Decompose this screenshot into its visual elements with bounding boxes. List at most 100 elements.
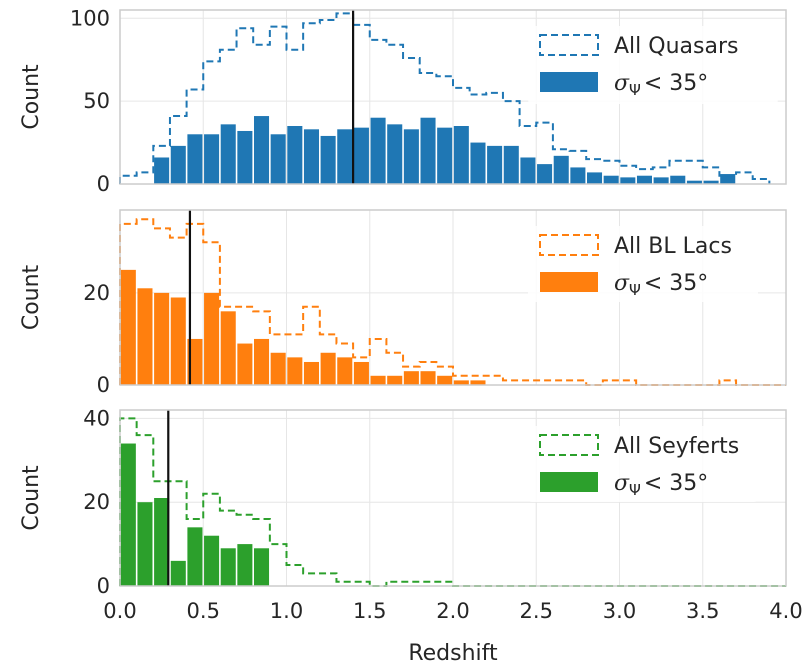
legend-swatch-all xyxy=(539,234,599,256)
sub-bar xyxy=(453,380,469,385)
sub-bar xyxy=(403,129,419,184)
sub-bar xyxy=(437,375,453,385)
sub-bar xyxy=(387,124,403,184)
sub-bar xyxy=(636,175,652,184)
legend-sigma: σ xyxy=(614,271,630,296)
panel-bllacs: 0 20 Count All BL Lacs σΨ < 35° xyxy=(19,209,787,397)
x-tick-label: 4.0 xyxy=(769,599,802,623)
legend-sigma: σ xyxy=(614,71,630,96)
legend-label-all: All BL Lacs xyxy=(614,234,732,259)
sub-bar xyxy=(220,124,236,184)
y-axis-label: Count xyxy=(19,264,44,330)
legend-sub-threshold: < 35° xyxy=(644,71,708,96)
sub-bar xyxy=(587,172,603,184)
legend-swatch-sub xyxy=(540,72,598,92)
y-tick-label: 20 xyxy=(83,281,110,305)
sub-bar xyxy=(237,130,253,184)
all-step-outline xyxy=(119,218,786,386)
sub-bar xyxy=(437,127,453,184)
axes-frame xyxy=(119,409,787,587)
sub-bar xyxy=(353,127,369,184)
sub-bar xyxy=(187,338,203,385)
sub-bar xyxy=(287,357,303,385)
sub-bar xyxy=(237,343,253,385)
sub-bar xyxy=(353,361,369,385)
sub-bar xyxy=(254,116,270,184)
sub-bar xyxy=(337,129,353,184)
y-tick-label: 40 xyxy=(83,406,110,430)
sub-bar xyxy=(320,352,336,385)
sub-bar xyxy=(420,117,436,184)
y-tick-label: 50 xyxy=(83,89,110,113)
sub-bar xyxy=(237,544,253,586)
sub-bar xyxy=(537,164,553,184)
x-tick-label: 1.0 xyxy=(270,599,303,623)
x-tick-label: 3.5 xyxy=(686,599,719,623)
y-tick-label: 100 xyxy=(70,6,110,30)
y-tick-label: 0 xyxy=(97,574,110,598)
sub-bar xyxy=(270,352,286,385)
y-tick-label: 0 xyxy=(97,172,110,196)
sub-bar xyxy=(403,371,419,385)
legend-label-sub: σΨ < 35° xyxy=(614,271,708,299)
legend-sigma: σ xyxy=(614,471,630,496)
sub-bar xyxy=(287,126,303,184)
sub-bar xyxy=(503,145,519,184)
sub-bar xyxy=(553,155,569,184)
sub-bar xyxy=(220,548,236,586)
legend-swatch-sub xyxy=(540,272,598,292)
sub-bar xyxy=(170,297,186,385)
legend-sub-threshold: < 35° xyxy=(644,271,708,296)
x-tick-label: 1.5 xyxy=(353,599,386,623)
sub-bar xyxy=(270,134,286,184)
sub-bar xyxy=(570,167,586,184)
sub-bar xyxy=(170,145,186,184)
axes-frame xyxy=(119,209,787,386)
sub-bar xyxy=(154,157,170,184)
sub-bar xyxy=(303,129,319,184)
sub-bar xyxy=(120,269,136,385)
sub-bar xyxy=(453,126,469,184)
sub-bar xyxy=(337,357,353,385)
y-axis-label: Count xyxy=(19,465,44,531)
y-tick-label: 0 xyxy=(97,373,110,397)
sub-bar xyxy=(187,527,203,586)
sub-bar xyxy=(254,548,270,586)
legend-swatch-all xyxy=(539,34,599,56)
legend-label-sub: σΨ < 35° xyxy=(614,471,708,499)
sub-bar xyxy=(470,142,486,184)
x-tick-label: 0.5 xyxy=(187,599,220,623)
sub-bar xyxy=(220,311,236,385)
x-tick-label: 2.0 xyxy=(436,599,469,623)
sub-bar xyxy=(170,560,186,586)
sub-bar xyxy=(703,180,719,184)
sub-bar xyxy=(520,157,536,184)
legend-sigma-subscript: Ψ xyxy=(629,481,641,499)
panel-seyferts: 0 20 40 0.0 0.5 1.0 1.5 2.0 2.5 3.0 3.5 4.0 Count Red… xyxy=(19,406,803,665)
legend-sigma-subscript: Ψ xyxy=(629,281,641,299)
x-tick-label: 2.5 xyxy=(520,599,553,623)
legend: All Quasars σΨ < 35° xyxy=(528,26,778,104)
legend-label-all: All Quasars xyxy=(614,34,738,59)
x-tick-label: 3.0 xyxy=(603,599,636,623)
legend: All BL Lacs σΨ < 35° xyxy=(528,226,758,302)
sub-bar xyxy=(204,134,220,184)
axes-frame xyxy=(119,9,787,185)
sub-bar xyxy=(187,134,203,184)
all-step-outline xyxy=(119,12,771,184)
sub-bar xyxy=(387,375,403,385)
panel-quasars: 0 50 100 Count All Quasars σΨ < 35° xyxy=(19,6,787,196)
y-axis-label: Count xyxy=(19,64,44,130)
sub-bar xyxy=(137,288,153,385)
legend: All Seyferts σΨ < 35° xyxy=(528,426,758,502)
sub-bar xyxy=(603,175,619,184)
sub-bar xyxy=(470,380,486,385)
sub-bar xyxy=(620,177,636,184)
sub-bar xyxy=(370,375,386,385)
sub-bar xyxy=(204,535,220,586)
legend-swatch-all xyxy=(539,434,599,456)
legend-sub-threshold: < 35° xyxy=(644,471,708,496)
legend-label-all: All Seyferts xyxy=(614,434,739,459)
sub-bar xyxy=(720,174,736,184)
sub-bar xyxy=(670,175,686,184)
